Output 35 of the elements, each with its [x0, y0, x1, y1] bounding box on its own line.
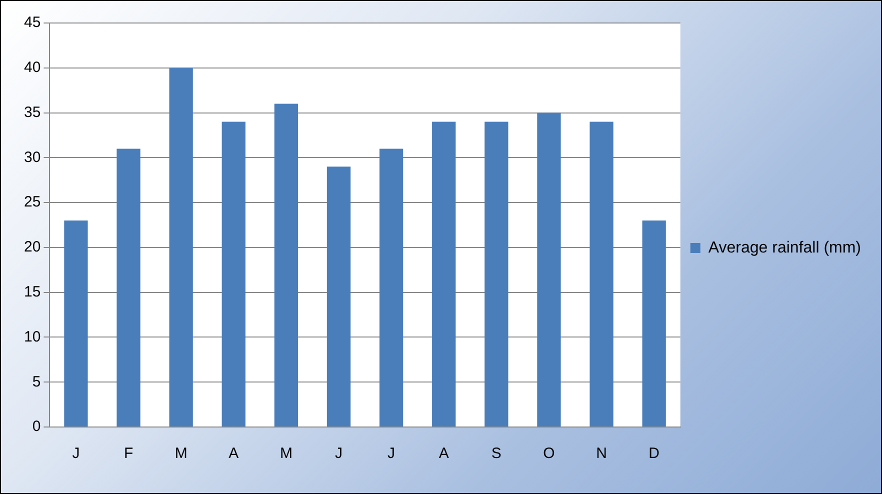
bar — [116, 148, 140, 426]
y-tick-label: 15 — [24, 283, 41, 300]
x-tick-label: J — [72, 445, 80, 462]
y-tick-label: 40 — [24, 59, 41, 76]
x-tick-label: M — [280, 445, 292, 462]
y-tick-label: 5 — [32, 373, 41, 390]
y-tick-label: 30 — [24, 148, 41, 166]
bar — [326, 166, 351, 426]
bar — [379, 148, 404, 426]
y-tick-label: 20 — [24, 238, 41, 256]
x-tick-label: D — [648, 445, 660, 462]
y-tick-label: 25 — [24, 194, 41, 211]
bar — [537, 112, 561, 426]
bar — [642, 220, 666, 426]
bar — [274, 104, 298, 426]
x-tick-label: O — [543, 445, 555, 462]
y-tick-label: 0 — [32, 418, 41, 436]
bar — [484, 122, 508, 426]
bar — [222, 122, 246, 426]
x-tick-label: J — [334, 445, 342, 462]
bar — [590, 122, 614, 426]
x-tick-label: M — [174, 445, 188, 462]
y-tick-label: 45 — [24, 14, 41, 32]
x-tick-label: N — [596, 445, 607, 462]
x-tick-label: A — [438, 445, 449, 462]
x-tick-label: F — [124, 445, 134, 462]
y-tick-label: 35 — [24, 104, 41, 121]
bar — [169, 68, 193, 426]
bar — [432, 122, 456, 426]
bar — [64, 220, 88, 426]
legend-label: Average rainfall (mm) — [708, 239, 861, 256]
x-tick-label: A — [228, 445, 239, 462]
y-tick-label: 10 — [24, 328, 41, 346]
x-tick-label: S — [491, 445, 502, 462]
x-tick-label: J — [388, 445, 396, 462]
